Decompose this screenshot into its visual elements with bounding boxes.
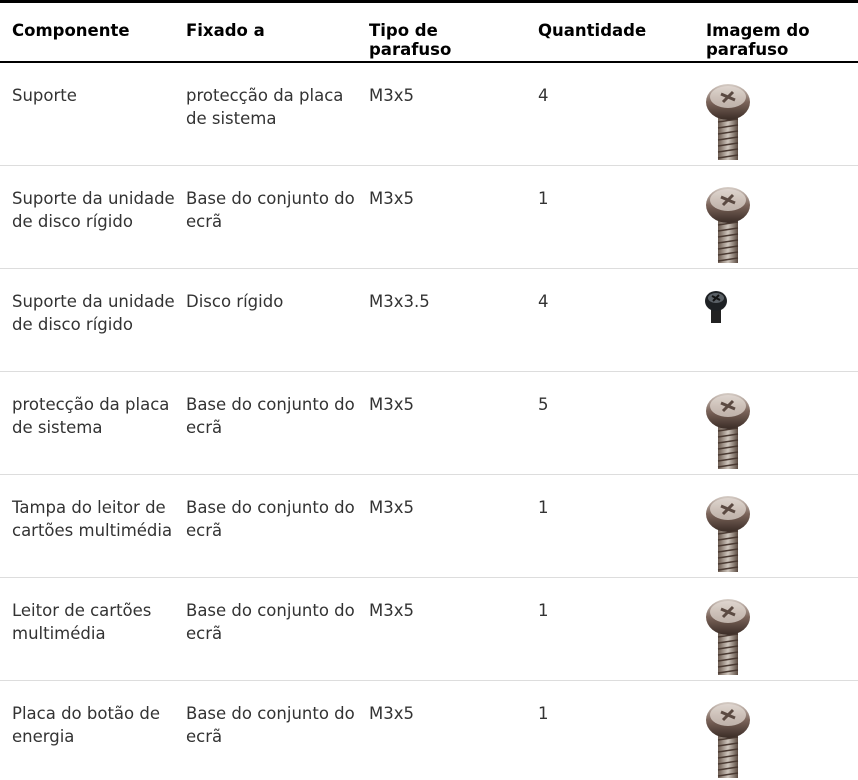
screw-image-small [704,289,728,325]
header-cell: Componente [12,21,130,40]
table-cell: 5 [538,395,549,414]
table-cell: Suporte da unidade de disco rígido [12,189,175,231]
screw-image [705,391,751,471]
header-cell: Fixado a [186,21,265,40]
table-cell: Leitor de cartões multimédia [12,601,152,643]
table-cell: M3x5 [369,498,414,517]
header-cell: Tipo de parafuso [369,21,452,59]
row-rule [0,371,858,372]
table-cell: Base do conjunto do ecrã [186,395,355,437]
screw-image [705,185,751,265]
table-cell: M3x5 [369,601,414,620]
header-cell: Quantidade [538,21,647,40]
table-cell: Base do conjunto do ecrã [186,704,355,746]
table-cell: 1 [538,704,549,723]
row-rule [0,268,858,269]
table-cell: M3x5 [369,704,414,723]
table-cell: protecção da placa de sistema [186,86,344,128]
table-cell: 4 [538,292,549,311]
table-cell: Suporte [12,86,77,105]
table-cell: 1 [538,601,549,620]
header-rule [0,61,858,63]
table-cell: M3x5 [369,86,414,105]
header-cell: Imagem do parafuso [706,21,810,59]
table-cell: 4 [538,86,549,105]
row-rule [0,577,858,578]
row-rule [0,165,858,166]
table-cell: Tampa do leitor de cartões multimédia [12,498,173,540]
row-rule [0,474,858,475]
table-cell: Base do conjunto do ecrã [186,498,355,540]
screw-image [705,494,751,574]
table-cell: protecção da placa de sistema [12,395,170,437]
screw-image [705,82,751,162]
table-cell: Disco rígido [186,292,284,311]
table-cell: Suporte da unidade de disco rígido [12,292,175,334]
table-cell: Placa do botão de energia [12,704,161,746]
top-rule [0,0,858,3]
row-rule [0,680,858,681]
table-cell: M3x5 [369,189,414,208]
table-cell: M3x5 [369,395,414,414]
screw-image [705,597,751,677]
table-cell: Base do conjunto do ecrã [186,601,355,643]
table-cell: 1 [538,189,549,208]
table-cell: 1 [538,498,549,517]
table-cell: M3x3.5 [369,292,430,311]
table-cell: Base do conjunto do ecrã [186,189,355,231]
screw-image [705,700,751,780]
